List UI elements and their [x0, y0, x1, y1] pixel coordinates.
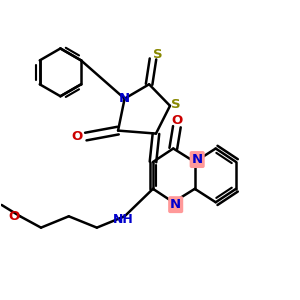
Text: S: S: [153, 48, 162, 61]
Text: O: O: [8, 210, 20, 223]
Text: N: N: [192, 153, 203, 166]
Text: NH: NH: [113, 213, 134, 226]
Text: N: N: [170, 198, 181, 211]
Text: O: O: [171, 114, 182, 127]
Text: N: N: [119, 92, 130, 105]
Text: S: S: [171, 98, 180, 111]
Text: O: O: [71, 130, 82, 143]
